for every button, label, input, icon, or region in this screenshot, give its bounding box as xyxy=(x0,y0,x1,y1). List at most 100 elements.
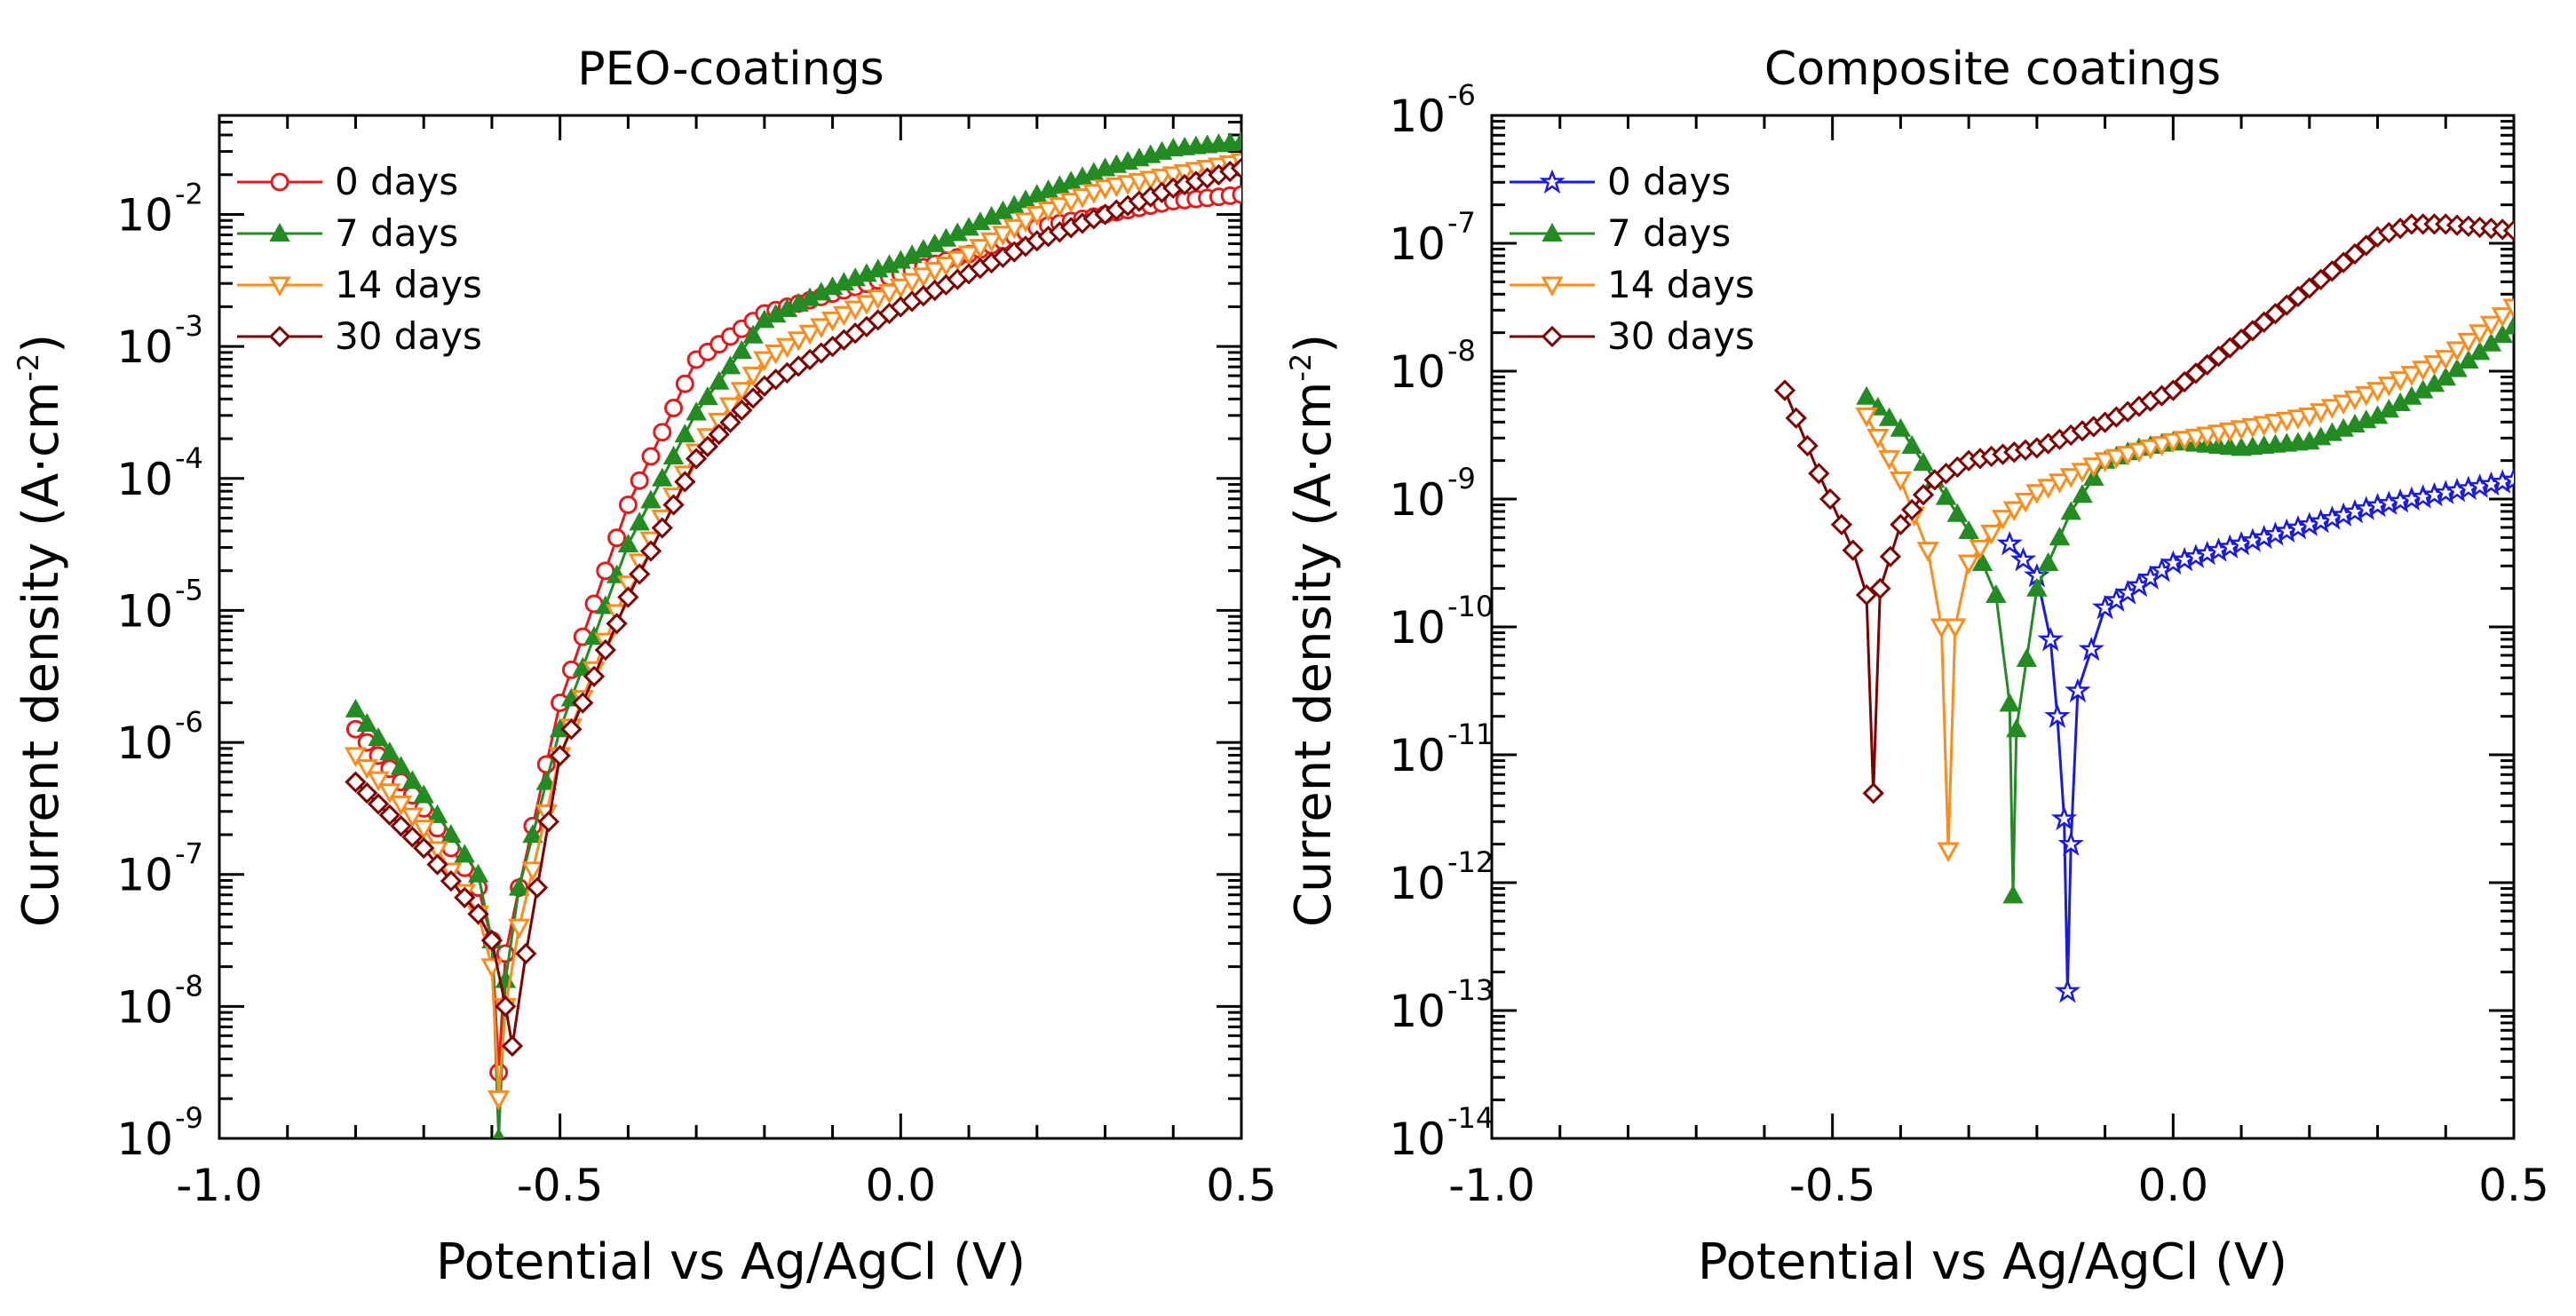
x-tick-label: 0.0 xyxy=(2138,1160,2209,1211)
y-tick-label: 10 xyxy=(116,1114,173,1165)
y-tick-label-exponent: -12 xyxy=(1447,845,1494,879)
legend-label: 30 days xyxy=(1607,314,1755,358)
y-tick-label-exponent: -3 xyxy=(175,309,203,343)
x-tick-label: -1.0 xyxy=(1448,1160,1535,1211)
data-point xyxy=(1945,618,1966,638)
legend-marker xyxy=(1541,170,1564,193)
data-point xyxy=(1232,185,1241,204)
data-point xyxy=(2038,553,2058,571)
data-point xyxy=(664,398,684,417)
x-tick-label: 0.5 xyxy=(1206,1160,1277,1211)
y-tick-label-exponent: -9 xyxy=(1447,462,1476,495)
y-tick-label: 10 xyxy=(116,454,173,505)
data-point xyxy=(653,423,672,442)
y-tick-label: 10 xyxy=(1389,218,1446,270)
data-point xyxy=(1986,585,2006,603)
data-point xyxy=(1880,546,1901,567)
y-tick-label-exponent: -8 xyxy=(1447,334,1476,368)
legend-marker xyxy=(269,326,290,347)
data-point xyxy=(1843,540,1864,561)
y-tick-label-exponent: -10 xyxy=(1447,590,1494,623)
y-tick-label: 10 xyxy=(1389,602,1446,654)
y-tick-label: 10 xyxy=(1389,474,1446,526)
plot-area: -1.0 -0.5 0.0 0.510-910-810-710-610-510-410… xyxy=(116,114,1277,1211)
legend-label: 7 days xyxy=(335,211,458,255)
plot-frame xyxy=(218,114,1243,1140)
legend-label: 0 days xyxy=(1607,160,1731,203)
legend-marker xyxy=(1542,326,1563,347)
data-point xyxy=(488,1090,510,1109)
legend-label: 30 days xyxy=(335,314,482,358)
data-point xyxy=(502,1035,523,1057)
data-point xyxy=(2057,980,2079,1002)
data-point xyxy=(1959,521,1979,539)
data-point xyxy=(630,512,650,531)
x-tick-label: -0.5 xyxy=(1789,1160,1876,1211)
data-point xyxy=(1913,453,1933,472)
y-tick-label: 10 xyxy=(1389,730,1446,781)
data-point xyxy=(617,587,638,608)
data-point xyxy=(675,424,695,443)
legend-label: 0 days xyxy=(335,160,458,203)
y-tick-label: 10 xyxy=(116,850,173,901)
data-point xyxy=(2000,694,2020,712)
y-axis-label-superscript: -2 xyxy=(12,353,45,382)
y-tick-label: 10 xyxy=(1389,986,1446,1037)
data-point xyxy=(618,495,638,515)
data-point xyxy=(1947,503,1968,522)
y-tick-label: 10 xyxy=(116,585,173,637)
svg-text:Current density (A·cm-2): Current density (A·cm-2) xyxy=(1284,334,1343,927)
data-point xyxy=(1831,514,1852,535)
data-point xyxy=(607,528,627,548)
plot-frame xyxy=(1490,114,2516,1140)
y-axis-label: Current density (A·cm-2) xyxy=(1284,334,1343,927)
y-tick-label: 10 xyxy=(1389,91,1446,142)
data-point xyxy=(2081,638,2103,660)
y-axis-label-text: Current density (A·cm xyxy=(1285,382,1343,928)
data-point xyxy=(2049,527,2070,546)
y-axis-label-text: Current density (A·cm xyxy=(12,382,70,928)
y-tick-label-exponent: -7 xyxy=(1447,206,1476,240)
y-tick-label: 10 xyxy=(116,981,173,1033)
y-axis-label-close: ) xyxy=(1285,334,1343,353)
data-point xyxy=(1863,782,1884,804)
data-point xyxy=(2073,485,2093,503)
data-point xyxy=(1808,463,1829,484)
series-group xyxy=(1774,213,2514,1002)
data-point xyxy=(1890,471,1911,490)
y-tick-label-exponent: -11 xyxy=(1447,717,1494,751)
y-axis-label-close: ) xyxy=(12,334,70,353)
y-tick-label: 10 xyxy=(116,717,173,769)
data-point xyxy=(515,943,536,964)
data-point xyxy=(640,490,661,509)
y-tick-label: 10 xyxy=(1389,346,1446,398)
data-point xyxy=(345,699,366,717)
x-tick-label: 0.0 xyxy=(866,1160,937,1211)
y-tick-label: 10 xyxy=(116,321,173,373)
y-tick-label: 10 xyxy=(116,189,173,241)
data-point xyxy=(1902,436,1922,454)
data-point xyxy=(675,374,694,393)
data-point xyxy=(1774,380,1795,401)
data-point xyxy=(2003,885,2024,904)
series-line-0-days xyxy=(2009,478,2514,992)
x-axis-label: Potential vs Ag/AgCl (V) xyxy=(1698,1233,2287,1291)
data-point xyxy=(1857,386,1877,405)
y-axis-label-superscript: -2 xyxy=(1284,353,1318,382)
y-axis-label: Current density (A·cm-2) xyxy=(12,334,70,927)
y-tick-label-exponent: -9 xyxy=(175,1101,203,1135)
x-tick-label: -0.5 xyxy=(517,1160,604,1211)
series-line-7-days xyxy=(1865,325,2514,896)
data-point xyxy=(1879,449,1900,469)
chart-title: Composite coatings xyxy=(1764,43,2221,96)
data-point xyxy=(663,447,684,464)
x-axis-label: Potential vs Ag/AgCl (V) xyxy=(436,1233,1026,1291)
series-line-7-days xyxy=(354,140,1241,1138)
chart-panel-peo: PEO-coatings Current density (A·cm-2) Po… xyxy=(12,43,1277,1291)
data-point xyxy=(2504,316,2514,335)
y-tick-label-exponent: -6 xyxy=(175,705,203,739)
y-tick-label-exponent: -4 xyxy=(175,441,203,475)
data-point xyxy=(1917,542,1938,561)
data-point xyxy=(2017,649,2037,667)
y-tick-label-exponent: -13 xyxy=(1447,973,1494,1007)
